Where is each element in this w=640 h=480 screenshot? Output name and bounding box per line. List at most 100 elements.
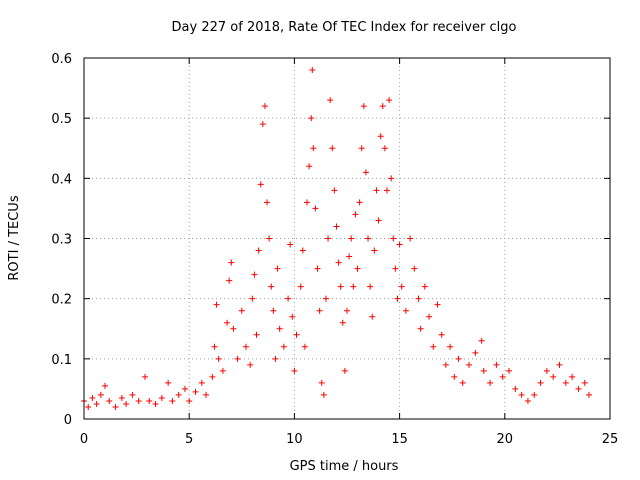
data-point: [238, 307, 245, 314]
data-point: [219, 367, 226, 374]
data-point: [322, 295, 329, 302]
data-point: [299, 247, 306, 254]
data-point: [426, 313, 433, 320]
data-point: [506, 367, 513, 374]
data-point: [280, 343, 287, 350]
data-point: [308, 115, 315, 122]
data-point: [337, 283, 344, 290]
data-point: [316, 307, 323, 314]
data-point: [417, 325, 424, 332]
data-point: [234, 355, 241, 362]
data-point: [165, 379, 172, 386]
data-points: [81, 67, 592, 410]
data-point: [331, 187, 338, 194]
data-point: [341, 367, 348, 374]
data-point: [430, 343, 437, 350]
y-tick-label: 0.1: [51, 353, 72, 368]
data-point: [272, 355, 279, 362]
data-point: [142, 373, 149, 380]
data-point: [480, 367, 487, 374]
data-point: [478, 337, 485, 344]
data-point: [309, 67, 316, 74]
data-point: [152, 400, 159, 407]
data-point: [411, 265, 418, 272]
data-point: [512, 385, 519, 392]
data-point: [97, 391, 104, 398]
data-point: [320, 391, 327, 398]
data-point: [327, 97, 334, 104]
data-point: [209, 373, 216, 380]
data-point: [537, 379, 544, 386]
data-point: [447, 343, 454, 350]
data-point: [352, 211, 359, 218]
data-point: [102, 382, 109, 389]
data-point: [304, 199, 311, 206]
data-point: [493, 361, 500, 368]
data-point: [524, 397, 531, 404]
data-point: [135, 397, 142, 404]
data-point: [442, 361, 449, 368]
data-point: [459, 379, 466, 386]
data-point: [569, 373, 576, 380]
data-point: [394, 295, 401, 302]
data-point: [158, 394, 165, 401]
data-point: [175, 391, 182, 398]
data-point: [543, 367, 550, 374]
data-point: [466, 361, 473, 368]
data-point: [276, 325, 283, 332]
data-point: [379, 103, 386, 110]
chart-title: Day 227 of 2018, Rate Of TEC Index for r…: [172, 20, 517, 35]
data-point: [421, 283, 428, 290]
x-tick-label: 0: [80, 432, 88, 447]
x-tick-label: 5: [185, 432, 193, 447]
data-point: [392, 265, 399, 272]
data-point: [306, 163, 313, 170]
data-point: [356, 199, 363, 206]
data-point: [181, 385, 188, 392]
data-point: [396, 241, 403, 248]
x-tick-label: 25: [602, 432, 619, 447]
y-tick-label: 0.5: [51, 112, 72, 127]
data-point: [333, 223, 340, 230]
data-point: [365, 235, 372, 242]
data-point: [129, 391, 136, 398]
data-point: [301, 343, 308, 350]
data-point: [415, 295, 422, 302]
data-point: [381, 145, 388, 152]
data-point: [169, 397, 176, 404]
data-point: [293, 331, 300, 338]
data-point: [383, 187, 390, 194]
x-tick-label: 15: [391, 432, 408, 447]
data-point: [346, 253, 353, 260]
y-tick-label: 0.3: [51, 233, 72, 248]
data-point: [398, 283, 405, 290]
data-point: [215, 355, 222, 362]
data-point: [89, 394, 96, 401]
data-point: [407, 235, 414, 242]
data-point: [438, 331, 445, 338]
data-point: [451, 373, 458, 380]
data-point: [123, 400, 130, 407]
data-point: [369, 313, 376, 320]
data-point: [325, 235, 332, 242]
data-point: [358, 145, 365, 152]
data-point: [318, 379, 325, 386]
data-point: [264, 199, 271, 206]
data-point: [531, 391, 538, 398]
data-point: [268, 283, 275, 290]
data-point: [247, 361, 254, 368]
data-point: [373, 187, 380, 194]
data-point: [249, 295, 256, 302]
y-axis-label: ROTI / TECUs: [7, 195, 22, 280]
data-point: [377, 133, 384, 140]
y-tick-label: 0: [64, 413, 72, 428]
y-tick-label: 0.6: [51, 52, 72, 67]
data-point: [575, 385, 582, 392]
data-point: [499, 373, 506, 380]
data-point: [85, 403, 92, 410]
data-point: [285, 295, 292, 302]
data-point: [562, 379, 569, 386]
data-point: [93, 400, 100, 407]
